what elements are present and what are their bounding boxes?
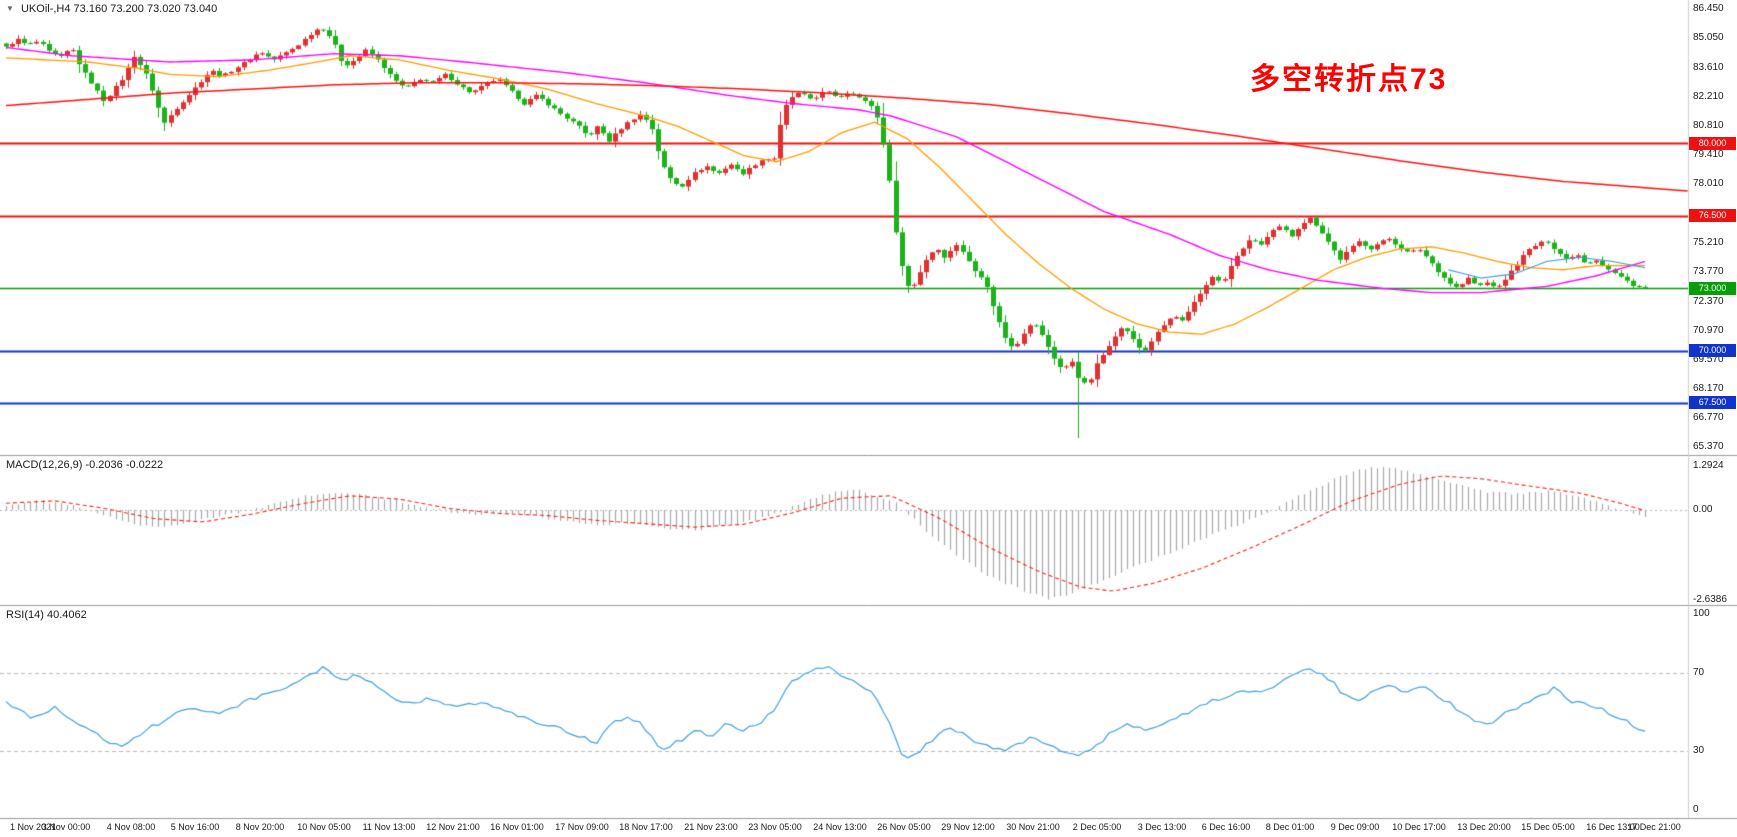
- price-level-badge: 70.000: [1689, 344, 1736, 358]
- macd-label: MACD(12,26,9) -0.2036 -0.0222: [6, 459, 164, 471]
- macd-axis-label: 0.00: [1693, 504, 1713, 516]
- date-axis-label: 15 Dec 05:00: [1521, 822, 1575, 832]
- price-axis-label: 86.450: [1693, 3, 1724, 14]
- date-axis-label: 17 Dec 21:00: [1627, 822, 1681, 832]
- price-axis-label: 85.050: [1693, 32, 1724, 44]
- price-level-badge: 76.500: [1689, 209, 1736, 223]
- date-axis-label: 10 Dec 17:00: [1392, 822, 1446, 832]
- price-axis-label: 72.370: [1693, 295, 1724, 307]
- date-axis-label: 26 Nov 05:00: [877, 822, 931, 832]
- date-axis-label: 1 Nov 2021: [9, 822, 57, 832]
- date-axis-label: 4 Nov 08:00: [106, 822, 156, 832]
- price-axis-label: 83.610: [1693, 62, 1724, 73]
- symbol-info-bar: ▼ UKOil-,H4 73.160 73.200 73.020 73.040: [6, 3, 217, 15]
- date-axis-label: 13 Dec 20:00: [1457, 822, 1511, 832]
- rsi-axis-label: 100: [1693, 608, 1710, 619]
- price-axis-label: 78.010: [1693, 178, 1724, 190]
- date-axis-label: 12 Nov 21:00: [426, 822, 480, 832]
- date-axis-label: 23 Nov 05:00: [748, 822, 802, 832]
- chart-annotation-text: 多空转折点73: [1250, 63, 1448, 96]
- price-axis-label: 75.210: [1693, 236, 1724, 248]
- rsi-axis-label: 70: [1693, 666, 1705, 678]
- date-axis-label: 29 Nov 12:00: [941, 822, 995, 832]
- date-axis-label: 2 Dec 05:00: [1072, 822, 1122, 832]
- date-axis-label: 5 Nov 16:00: [170, 822, 220, 832]
- date-axis-label: 8 Dec 01:00: [1265, 822, 1315, 832]
- date-axis-label: 24 Nov 13:00: [813, 822, 867, 832]
- price-axis-label: 79.410: [1693, 149, 1724, 161]
- rsi-label: RSI(14) 40.4062: [6, 609, 87, 621]
- collapse-arrow-icon[interactable]: ▼: [6, 4, 14, 13]
- price-axis-label: 69.570: [1693, 353, 1724, 365]
- date-axis-label: 8 Nov 20:00: [235, 822, 285, 832]
- rsi-axis-label: 30: [1693, 745, 1705, 757]
- date-axis-label: 11 Nov 13:00: [362, 822, 416, 832]
- date-axis-label: 16 Dec 13:00: [1586, 822, 1640, 832]
- date-axis-label: 18 Nov 17:00: [619, 822, 673, 832]
- price-axis-label: 70.970: [1693, 324, 1724, 336]
- date-axis-label: 3 Nov 00:00: [41, 822, 91, 832]
- date-axis-label: 17 Nov 09:00: [555, 822, 609, 832]
- price-axis-label: 65.370: [1693, 441, 1724, 452]
- date-axis-label: 16 Nov 01:00: [490, 822, 544, 832]
- price-axis-label: 66.770: [1693, 411, 1724, 423]
- date-axis-label: 21 Nov 23:00: [684, 822, 738, 832]
- date-axis-label: 9 Dec 09:00: [1330, 822, 1380, 832]
- rsi-axis-label: 0: [1693, 804, 1699, 815]
- price-axis-label: 73.770: [1693, 266, 1724, 278]
- date-axis-label: 10 Nov 05:00: [297, 822, 351, 832]
- macd-axis-label: -2.6386: [1693, 594, 1727, 605]
- price-level-badge: 67.500: [1689, 396, 1736, 410]
- date-axis-label: 3 Dec 13:00: [1137, 822, 1187, 832]
- date-axis-label: 6 Dec 16:00: [1201, 822, 1251, 832]
- price-axis-label: 80.810: [1693, 120, 1724, 132]
- price-level-badge: 80.000: [1689, 136, 1736, 150]
- price-level-badge: 73.000: [1689, 281, 1736, 295]
- symbol-ohlc-label: UKOil-,H4 73.160 73.200 73.020 73.040: [20, 3, 218, 15]
- price-axis-label: 82.210: [1693, 91, 1724, 103]
- date-axis-label: 30 Nov 21:00: [1006, 822, 1060, 832]
- macd-axis-label: 1.2924: [1693, 460, 1724, 471]
- price-axis-label: 68.170: [1693, 382, 1724, 394]
